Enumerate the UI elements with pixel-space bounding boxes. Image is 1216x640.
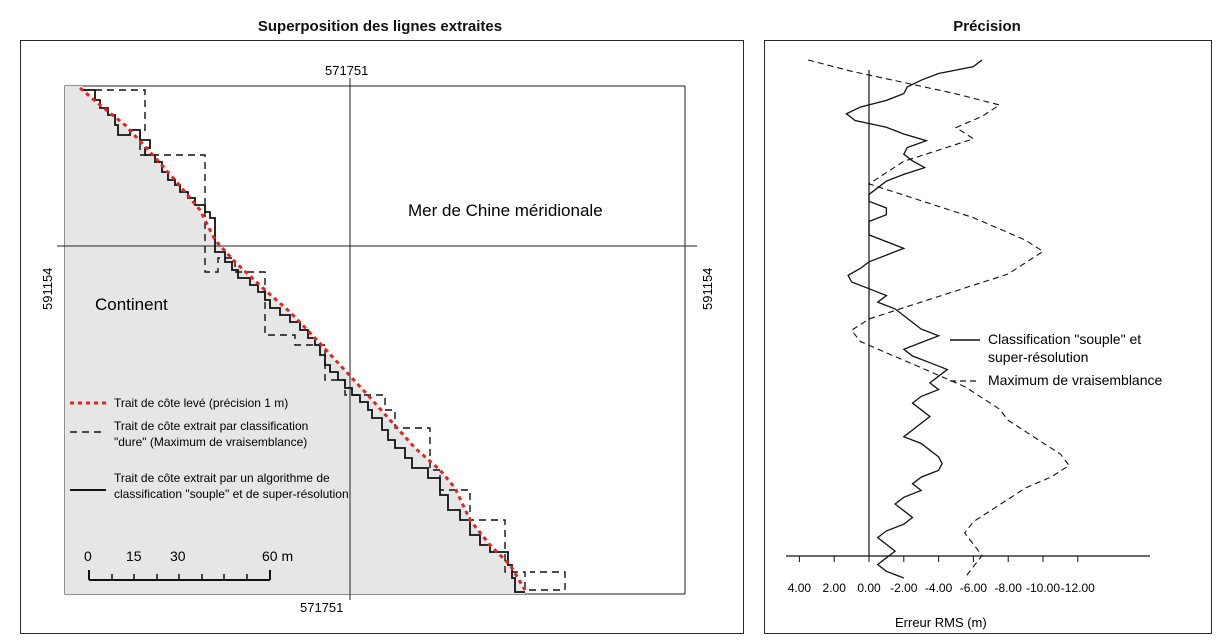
legend-label-hard-line2: "dure" (Maximum de vraisemblance) [114,435,307,449]
precision-series [807,59,1070,579]
legend-label-hard-line1: Trait de côte extrait par classification [114,419,308,433]
series-line-maximum-likelihood [807,59,1070,579]
bottom-coordinate: 571751 [300,600,343,615]
x-tick-label: -8.00 [995,581,1023,595]
scale-label-0: 0 [84,548,92,564]
series-line-soft-superresolution [845,59,983,579]
coastline-soft-superresolution [83,89,525,593]
legend-label-soft-rms-line2: super-résolution [988,349,1088,365]
x-tick-label: -12.00 [1061,581,1095,595]
legend-label-soft-line1: Trait de côte extrait par un algorithme … [114,471,330,485]
scale-label-15: 15 [126,548,142,564]
right-panel-frame [764,40,1212,634]
legend-label-hard-rms: Maximum de vraisemblance [988,372,1162,388]
x-tick-label: -4.00 [925,581,953,595]
x-tick-label: -6.00 [960,581,988,595]
scale-label-30: 30 [170,548,186,564]
land-label: Continent [95,295,168,314]
scale-bar [88,570,271,581]
x-tick-label: 4.00 [788,581,812,595]
land-area [65,86,525,594]
sea-label: Mer de Chine méridionale [408,201,603,220]
coastline-reference-survey [79,86,527,591]
x-axis-label: Erreur RMS (m) [895,615,987,630]
x-tick-label: 2.00 [823,581,847,595]
left-coordinate: 591154 [40,268,55,310]
legend-label-soft-line2: classification "souple" et de super-réso… [114,487,349,501]
legend-label-soft-rms-line1: Classification "souple" et [988,331,1141,347]
right-coordinate: 591154 [700,268,715,310]
top-coordinate: 571751 [325,63,368,78]
x-tick-label: -10.00 [1026,581,1060,595]
right-panel-title: Précision [953,18,1021,35]
x-tick-label: -2.00 [890,581,918,595]
x-axis-ticks: 4.00 2.00 0.00 -2.00 -4.00 -6.00 -8.00 -10.00 -1… [788,556,1095,595]
x-tick-label: 0.00 [857,581,881,595]
legend-label-reference: Trait de côte levé (précision 1 m) [114,396,288,410]
scale-label-60: 60 m [262,548,293,564]
left-panel-title: Superposition des lignes extraites [257,18,503,35]
